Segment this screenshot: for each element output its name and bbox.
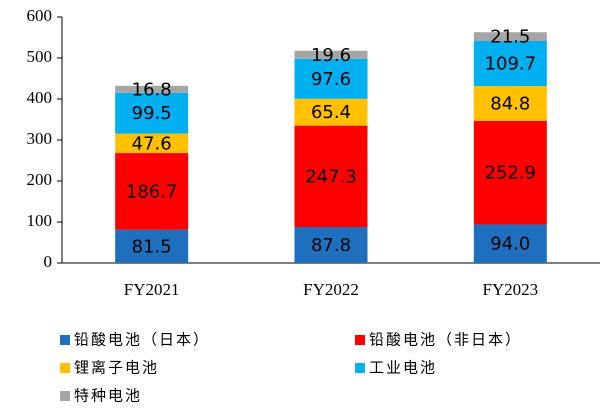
- legend-label: 特种电池: [74, 387, 142, 405]
- bar-segment: [473, 224, 547, 263]
- data-label: 65.4: [311, 102, 351, 123]
- y-tick-label: 500: [27, 47, 53, 66]
- bar-segment: [473, 41, 547, 87]
- y-tick-label: 200: [27, 170, 53, 189]
- bar-segment: [115, 92, 189, 134]
- data-label: 97.6: [311, 69, 351, 90]
- bar-segment: [115, 153, 189, 230]
- x-tick-label: FY2022: [303, 280, 359, 299]
- legend-label: 工业电池: [369, 359, 437, 377]
- x-tick-label: FY2021: [124, 280, 180, 299]
- y-tick-label: 300: [27, 129, 53, 148]
- bar-segment: [115, 229, 189, 263]
- legend-swatch: [60, 363, 70, 373]
- y-tick-label: 0: [44, 252, 53, 271]
- x-tick-label: FY2023: [482, 280, 538, 299]
- bar-segment: [294, 58, 368, 99]
- data-label: 84.8: [490, 93, 530, 114]
- data-label: 81.5: [132, 236, 172, 257]
- data-label: 16.8: [132, 79, 172, 100]
- data-label: 252.9: [485, 163, 537, 184]
- bar-segment: [115, 133, 189, 154]
- data-label: 47.6: [132, 133, 172, 154]
- legend-label: 锂离子电池: [74, 359, 159, 377]
- data-label: 21.5: [490, 27, 530, 48]
- data-label: 19.6: [311, 45, 351, 66]
- data-label: 186.7: [126, 181, 178, 202]
- legend-swatch: [60, 335, 70, 345]
- bar-segment: [294, 98, 368, 126]
- bar-segment: [294, 227, 368, 263]
- data-label: 109.7: [485, 54, 537, 75]
- data-label: 87.8: [311, 235, 351, 256]
- bar-segment: [294, 50, 368, 59]
- bar-segment: [115, 85, 189, 93]
- data-label: 247.3: [305, 166, 357, 187]
- bar-segment: [473, 120, 547, 225]
- y-tick-label: 100: [27, 211, 53, 230]
- bar-segment: [473, 86, 547, 121]
- y-tick-label: 600: [27, 6, 53, 25]
- bar-segment: [473, 32, 547, 42]
- data-label: 99.5: [132, 103, 172, 124]
- y-tick-label: 400: [27, 88, 53, 107]
- data-label: 94.0: [490, 234, 530, 255]
- legend-label: 铅酸电池（非日本）: [369, 331, 522, 349]
- legend-swatch: [355, 335, 365, 345]
- bar-segment: [294, 125, 368, 228]
- legend-label: 铅酸电池（日本）: [74, 331, 210, 349]
- legend-swatch: [60, 391, 70, 401]
- legend-swatch: [355, 363, 365, 373]
